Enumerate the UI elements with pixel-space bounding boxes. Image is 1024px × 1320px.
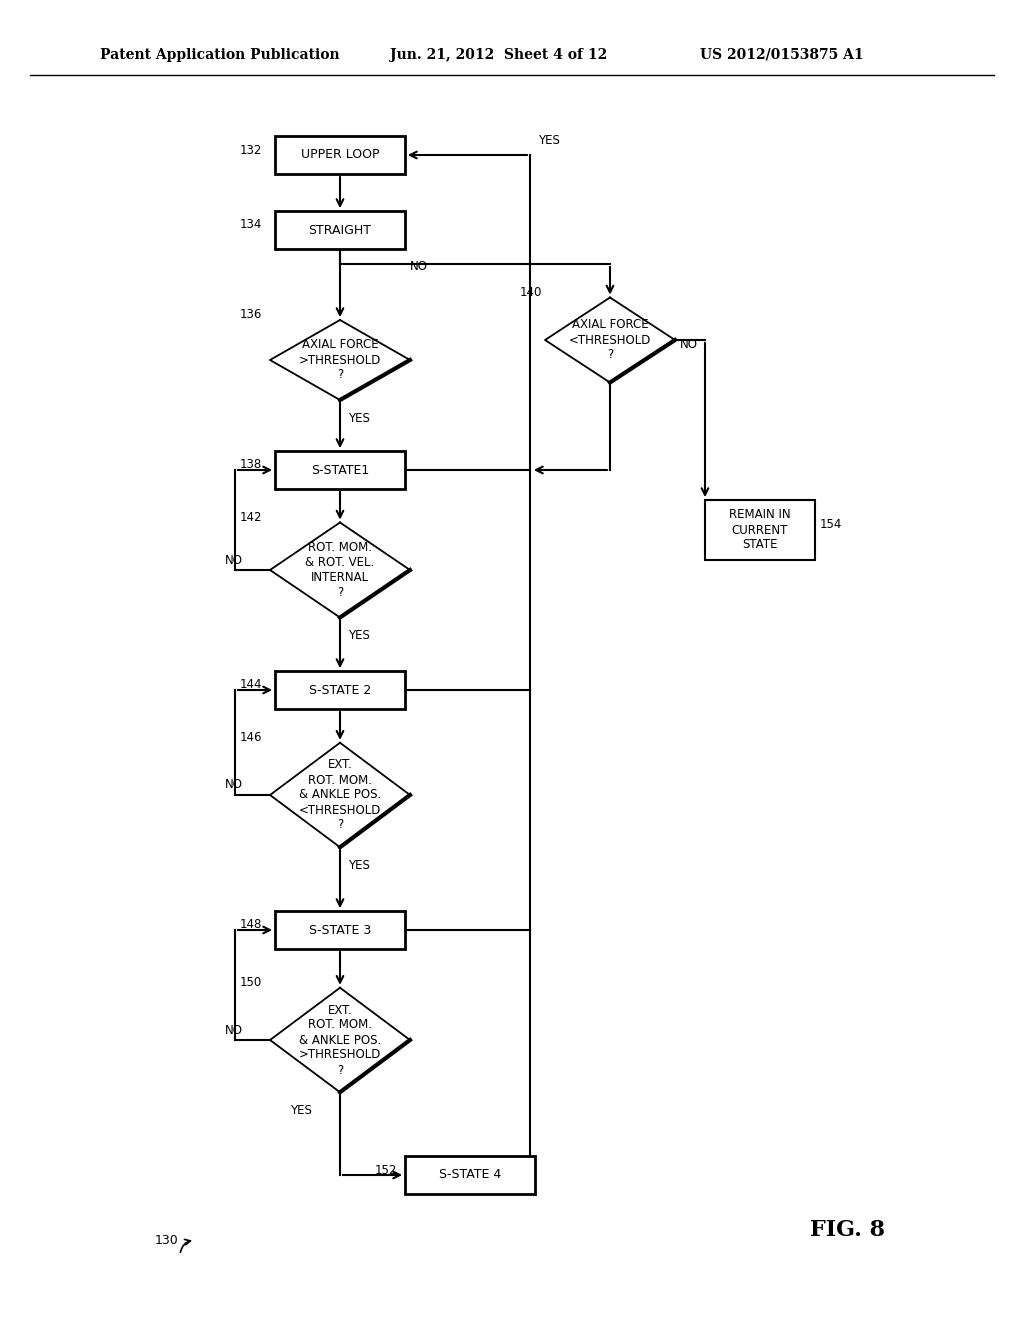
Text: NO: NO	[410, 260, 428, 272]
Text: 130: 130	[155, 1233, 179, 1246]
FancyBboxPatch shape	[275, 911, 406, 949]
Text: EXT.
ROT. MOM.
& ANKLE POS.
>THRESHOLD
?: EXT. ROT. MOM. & ANKLE POS. >THRESHOLD ?	[299, 1003, 381, 1077]
Text: 138: 138	[240, 458, 262, 471]
Text: NO: NO	[680, 338, 698, 351]
Text: 136: 136	[240, 309, 262, 322]
FancyBboxPatch shape	[275, 211, 406, 249]
FancyArrowPatch shape	[180, 1239, 190, 1253]
Text: 152: 152	[375, 1163, 397, 1176]
Text: 154: 154	[820, 519, 843, 532]
Text: EXT.
ROT. MOM.
& ANKLE POS.
<THRESHOLD
?: EXT. ROT. MOM. & ANKLE POS. <THRESHOLD ?	[299, 759, 381, 832]
Text: 150: 150	[240, 977, 262, 989]
Text: Jun. 21, 2012  Sheet 4 of 12: Jun. 21, 2012 Sheet 4 of 12	[390, 48, 607, 62]
Text: 148: 148	[240, 919, 262, 932]
Text: UPPER LOOP: UPPER LOOP	[301, 149, 379, 161]
Text: NO: NO	[225, 779, 243, 792]
Text: YES: YES	[348, 630, 370, 642]
Text: FIG. 8: FIG. 8	[810, 1218, 885, 1241]
Text: S-STATE 2: S-STATE 2	[309, 684, 371, 697]
Text: 142: 142	[240, 511, 262, 524]
Text: NO: NO	[225, 553, 243, 566]
Text: REMAIN IN
CURRENT
STATE: REMAIN IN CURRENT STATE	[729, 508, 791, 552]
Text: 146: 146	[240, 731, 262, 744]
Text: AXIAL FORCE
<THRESHOLD
?: AXIAL FORCE <THRESHOLD ?	[568, 318, 651, 362]
FancyBboxPatch shape	[275, 671, 406, 709]
Text: 144: 144	[240, 678, 262, 692]
Text: ROT. MOM.
& ROT. VEL.
INTERNAL
?: ROT. MOM. & ROT. VEL. INTERNAL ?	[305, 541, 375, 599]
Text: S-STATE 3: S-STATE 3	[309, 924, 371, 936]
Text: S-STATE 4: S-STATE 4	[439, 1168, 501, 1181]
Text: YES: YES	[348, 412, 370, 425]
Text: AXIAL FORCE
>THRESHOLD
?: AXIAL FORCE >THRESHOLD ?	[299, 338, 381, 381]
Text: YES: YES	[538, 133, 560, 147]
FancyBboxPatch shape	[275, 451, 406, 488]
FancyBboxPatch shape	[275, 136, 406, 174]
Text: NO: NO	[225, 1023, 243, 1036]
Text: US 2012/0153875 A1: US 2012/0153875 A1	[700, 48, 863, 62]
Text: 132: 132	[240, 144, 262, 157]
Text: STRAIGHT: STRAIGHT	[308, 223, 372, 236]
Text: S-STATE1: S-STATE1	[311, 463, 369, 477]
Text: Patent Application Publication: Patent Application Publication	[100, 48, 340, 62]
FancyBboxPatch shape	[705, 500, 815, 560]
FancyBboxPatch shape	[406, 1156, 535, 1195]
Text: YES: YES	[348, 859, 370, 871]
Text: 134: 134	[240, 219, 262, 231]
Text: 140: 140	[520, 286, 543, 300]
Text: YES: YES	[290, 1104, 312, 1117]
